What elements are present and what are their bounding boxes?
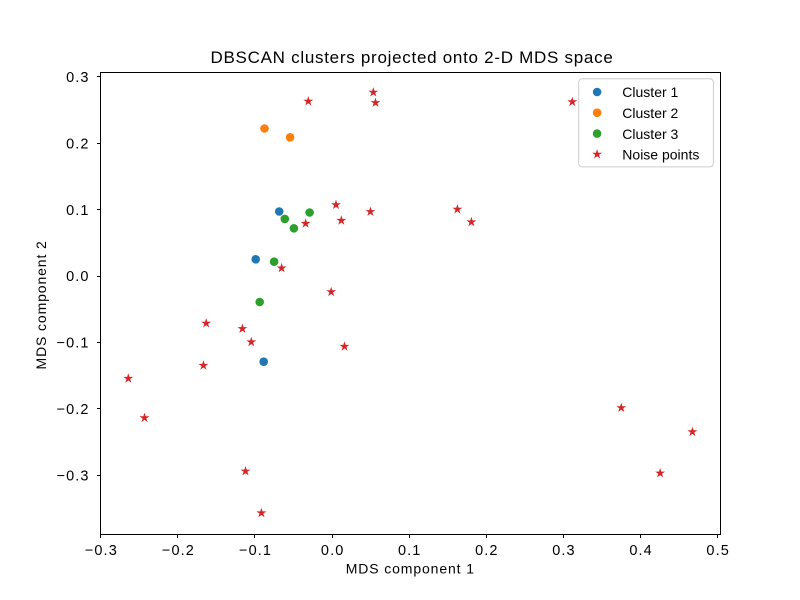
svg-text:0.5: 0.5: [706, 543, 729, 559]
svg-text:DBSCAN clusters projected onto: DBSCAN clusters projected onto 2-D MDS s…: [211, 48, 614, 67]
svg-text:0.3: 0.3: [552, 543, 575, 559]
svg-text:0.2: 0.2: [475, 543, 498, 559]
svg-text:−0.1: −0.1: [239, 543, 272, 559]
svg-text:−0.3: −0.3: [57, 468, 90, 484]
svg-text:0.3: 0.3: [66, 70, 89, 86]
svg-text:0.1: 0.1: [398, 543, 421, 559]
svg-text:0.0: 0.0: [66, 269, 89, 285]
svg-text:−0.2: −0.2: [162, 543, 195, 559]
svg-text:0.4: 0.4: [629, 543, 652, 559]
svg-text:Cluster 1: Cluster 1: [622, 84, 678, 100]
svg-text:Cluster 3: Cluster 3: [622, 126, 678, 142]
svg-text:Noise points: Noise points: [622, 147, 699, 163]
svg-text:0.0: 0.0: [321, 543, 344, 559]
svg-text:−0.3: −0.3: [85, 543, 118, 559]
svg-text:MDS component 1: MDS component 1: [346, 561, 475, 577]
svg-text:Cluster 2: Cluster 2: [622, 105, 678, 121]
svg-text:0.1: 0.1: [66, 203, 89, 219]
svg-text:MDS component 2: MDS component 2: [33, 240, 49, 369]
svg-text:−0.1: −0.1: [57, 336, 90, 352]
svg-text:−0.2: −0.2: [57, 402, 90, 418]
svg-text:0.2: 0.2: [66, 136, 89, 152]
